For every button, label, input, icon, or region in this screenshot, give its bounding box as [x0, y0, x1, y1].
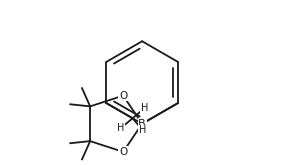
Text: H: H: [117, 123, 124, 133]
Text: O: O: [119, 91, 127, 101]
Text: H: H: [141, 103, 148, 113]
Text: B: B: [138, 119, 146, 129]
Text: O: O: [119, 147, 127, 157]
Text: H: H: [139, 125, 146, 135]
